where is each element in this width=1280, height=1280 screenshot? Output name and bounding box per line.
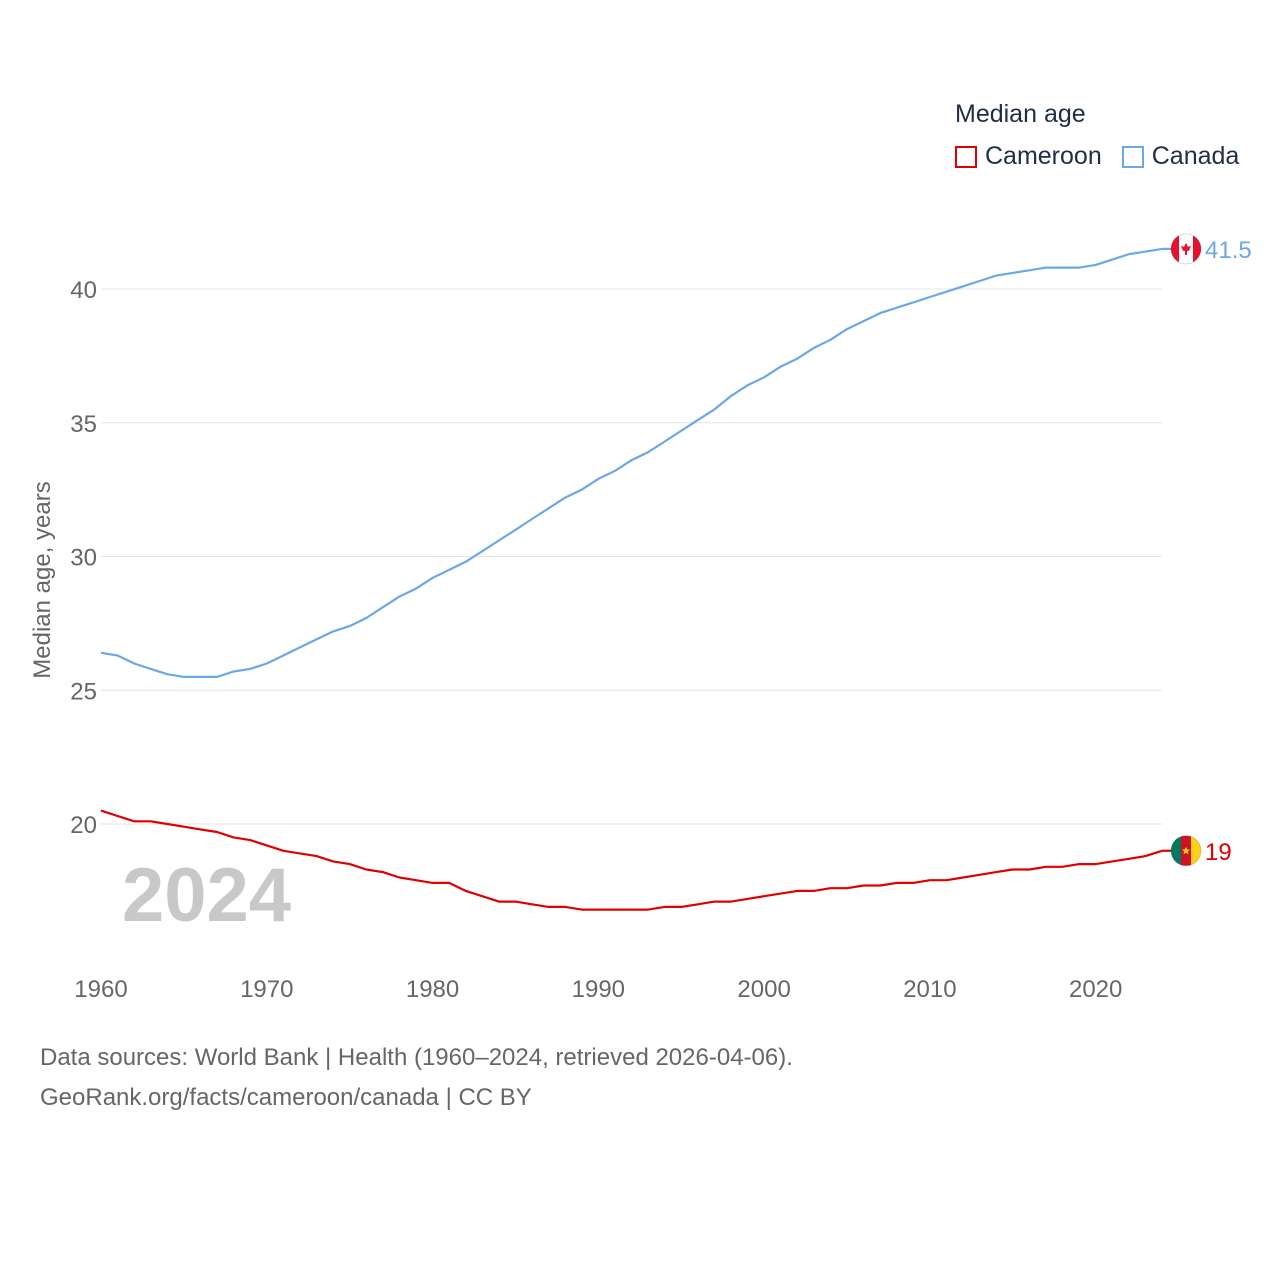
x-tick-label-2020: 2020 (1069, 976, 1122, 1003)
year-watermark: 2024 (122, 853, 292, 938)
legend-item-canada[interactable]: Canada (1121, 142, 1240, 171)
canada-flag-icon (1170, 233, 1202, 265)
legend-title: Median age (955, 100, 1086, 128)
series-lines (100, 247, 1163, 911)
series-end-markers: 19 41.5 (1162, 233, 1252, 867)
series-line-cameroon[interactable] (100, 809, 1163, 911)
y-tick-label-20: 20 (70, 812, 97, 839)
y-tick-label-25: 25 (70, 678, 97, 705)
x-tick-label-2010: 2010 (903, 976, 956, 1003)
x-tick-label-1980: 1980 (406, 976, 459, 1003)
y-tick-label-40: 40 (70, 277, 97, 304)
legend-swatch-cameroon (955, 145, 977, 168)
footer-sources: Data sources: World Bank | Health (1960–… (40, 1044, 793, 1071)
x-tick-label-1970: 1970 (240, 976, 293, 1003)
y-axis-label: Median age, years (29, 481, 56, 678)
y-axis-ticks: 20 25 30 35 40 (70, 277, 97, 839)
legend: Cameroon Canada (955, 142, 1259, 171)
grid-lines (101, 288, 1162, 825)
legend-label-cameroon: Cameroon (985, 142, 1102, 170)
end-label-cameroon: 19 (1205, 839, 1232, 866)
end-label-canada: 41.5 (1205, 237, 1252, 264)
y-tick-label-30: 30 (70, 545, 97, 572)
legend-swatch-canada (1121, 145, 1144, 168)
x-tick-label-1960: 1960 (74, 976, 127, 1003)
x-tick-label-1990: 1990 (572, 976, 625, 1003)
legend-item-cameroon[interactable]: Cameroon (955, 142, 1102, 171)
series-line-canada[interactable] (100, 247, 1163, 679)
footer-attribution[interactable]: GeoRank.org/facts/cameroon/canada | CC B… (40, 1084, 532, 1111)
y-tick-label-35: 35 (70, 411, 97, 438)
x-tick-label-2000: 2000 (737, 976, 790, 1003)
cameroon-flag-icon (1170, 835, 1202, 867)
x-axis-ticks: 1960 1970 1980 1990 2000 2010 2020 (74, 976, 1122, 1003)
legend-label-canada: Canada (1151, 142, 1240, 170)
